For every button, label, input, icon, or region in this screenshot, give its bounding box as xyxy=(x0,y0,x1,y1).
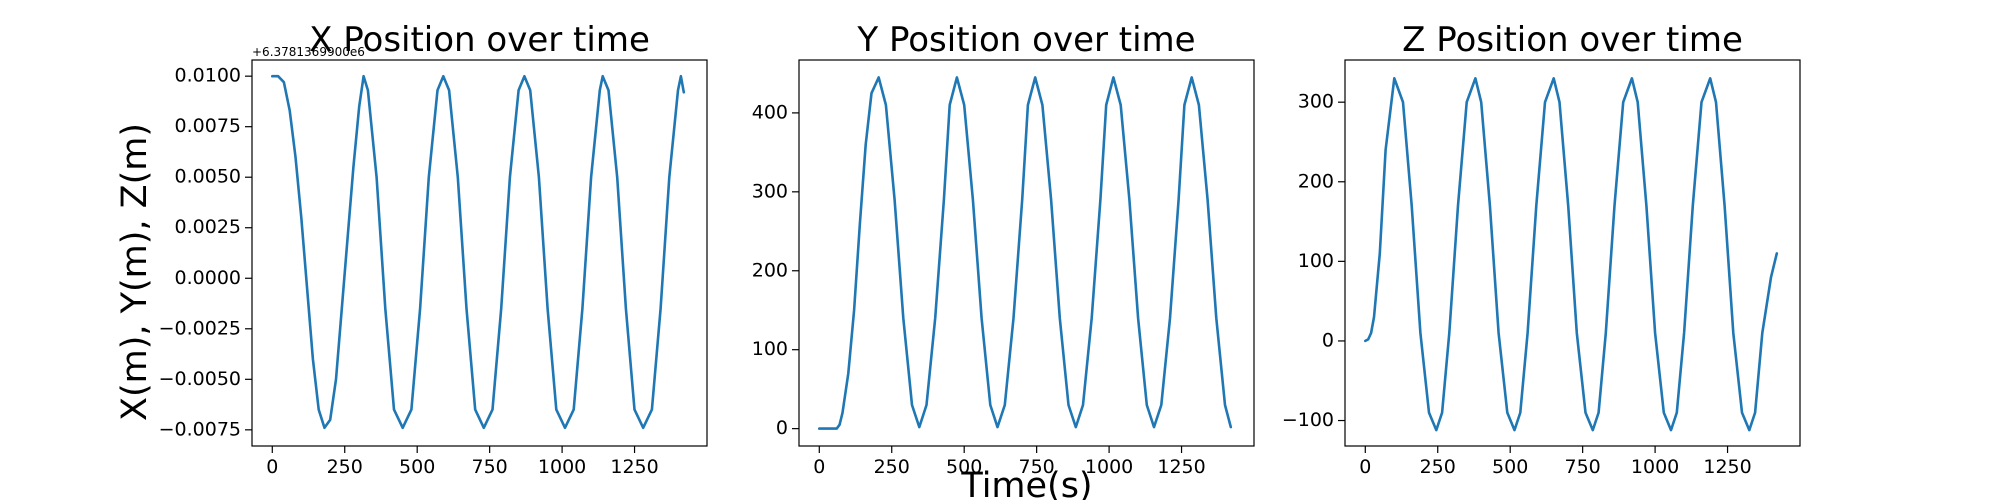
z-x-tick-label: 500 xyxy=(1492,456,1528,478)
x-y-tick-label: 0.0000 xyxy=(175,267,241,289)
z-y-tick-label: 0 xyxy=(1322,329,1334,351)
x-y-tick-label: −0.0075 xyxy=(159,418,241,440)
y-y-tick-label: 100 xyxy=(752,338,788,360)
x-y-tick-label: 0.0025 xyxy=(175,216,241,238)
x-y-tick-label: 0.0075 xyxy=(175,115,241,137)
x-y-tick-label: 0.0050 xyxy=(175,166,241,188)
y-y-tick-label: 400 xyxy=(752,101,788,123)
y-x-tick-label: 1250 xyxy=(1157,456,1205,478)
z-x-tick-label: 750 xyxy=(1565,456,1601,478)
y-x-tick-label: 250 xyxy=(874,456,910,478)
y-x-tick-label: 750 xyxy=(1019,456,1055,478)
z-y-tick-label: 300 xyxy=(1298,91,1334,113)
figure-y-axis-label: X(m), Y(m), Z(m) xyxy=(115,123,155,421)
z-y-tick-label: 200 xyxy=(1298,170,1334,192)
x-x-tick-label: 250 xyxy=(327,456,363,478)
x-x-tick-label: 750 xyxy=(472,456,508,478)
z-y-tick-label: −100 xyxy=(1282,409,1334,431)
z-series-line xyxy=(1364,77,1779,432)
x-x-tick-label: 1250 xyxy=(610,456,658,478)
y-position-subplot: 0 250 500 750 1000 1250 0 100 200 300 400 Y Positio… xyxy=(752,20,1255,478)
z-x-tick-label: 1000 xyxy=(1631,456,1679,478)
z-position-subplot: 0 250 500 750 1000 1250 −100 0 100 200 300 Z Positi… xyxy=(1282,20,1801,478)
x-y-tick-label: 0.0100 xyxy=(175,65,241,87)
z-y-tick-label: 100 xyxy=(1298,250,1334,272)
x-y-tick-label: −0.0025 xyxy=(159,317,241,339)
x-offset-text: +6.3781369900e6 xyxy=(252,45,365,59)
y-x-tick-label: 1000 xyxy=(1085,456,1133,478)
y-x-tick-label: 0 xyxy=(813,456,825,478)
y-x-tick-label: 500 xyxy=(946,456,982,478)
x-x-tick-label: 0 xyxy=(266,456,278,478)
y-chart-title: Y Position over time xyxy=(856,20,1195,60)
z-x-tick-label: 250 xyxy=(1420,456,1456,478)
x-x-tick-label: 1000 xyxy=(538,456,586,478)
y-series-line xyxy=(817,76,1233,430)
y-y-tick-label: 0 xyxy=(776,417,788,439)
x-position-subplot: 0 250 500 750 1000 1250 −0.0075 −0.0050 −0.0025 0… xyxy=(159,20,708,478)
y-y-tick-label: 200 xyxy=(752,259,788,281)
x-plot-area xyxy=(251,59,708,447)
z-x-tick-label: 0 xyxy=(1359,456,1371,478)
figure-x-axis-label: Time(s) xyxy=(960,466,1092,500)
z-x-tick-label: 1250 xyxy=(1703,456,1751,478)
x-y-tick-label: −0.0050 xyxy=(159,368,241,390)
x-series-line xyxy=(270,74,686,430)
x-x-tick-label: 500 xyxy=(399,456,435,478)
x-chart-title: X Position over time xyxy=(309,20,650,60)
y-y-tick-label: 300 xyxy=(752,180,788,202)
z-chart-title: Z Position over time xyxy=(1402,20,1743,60)
